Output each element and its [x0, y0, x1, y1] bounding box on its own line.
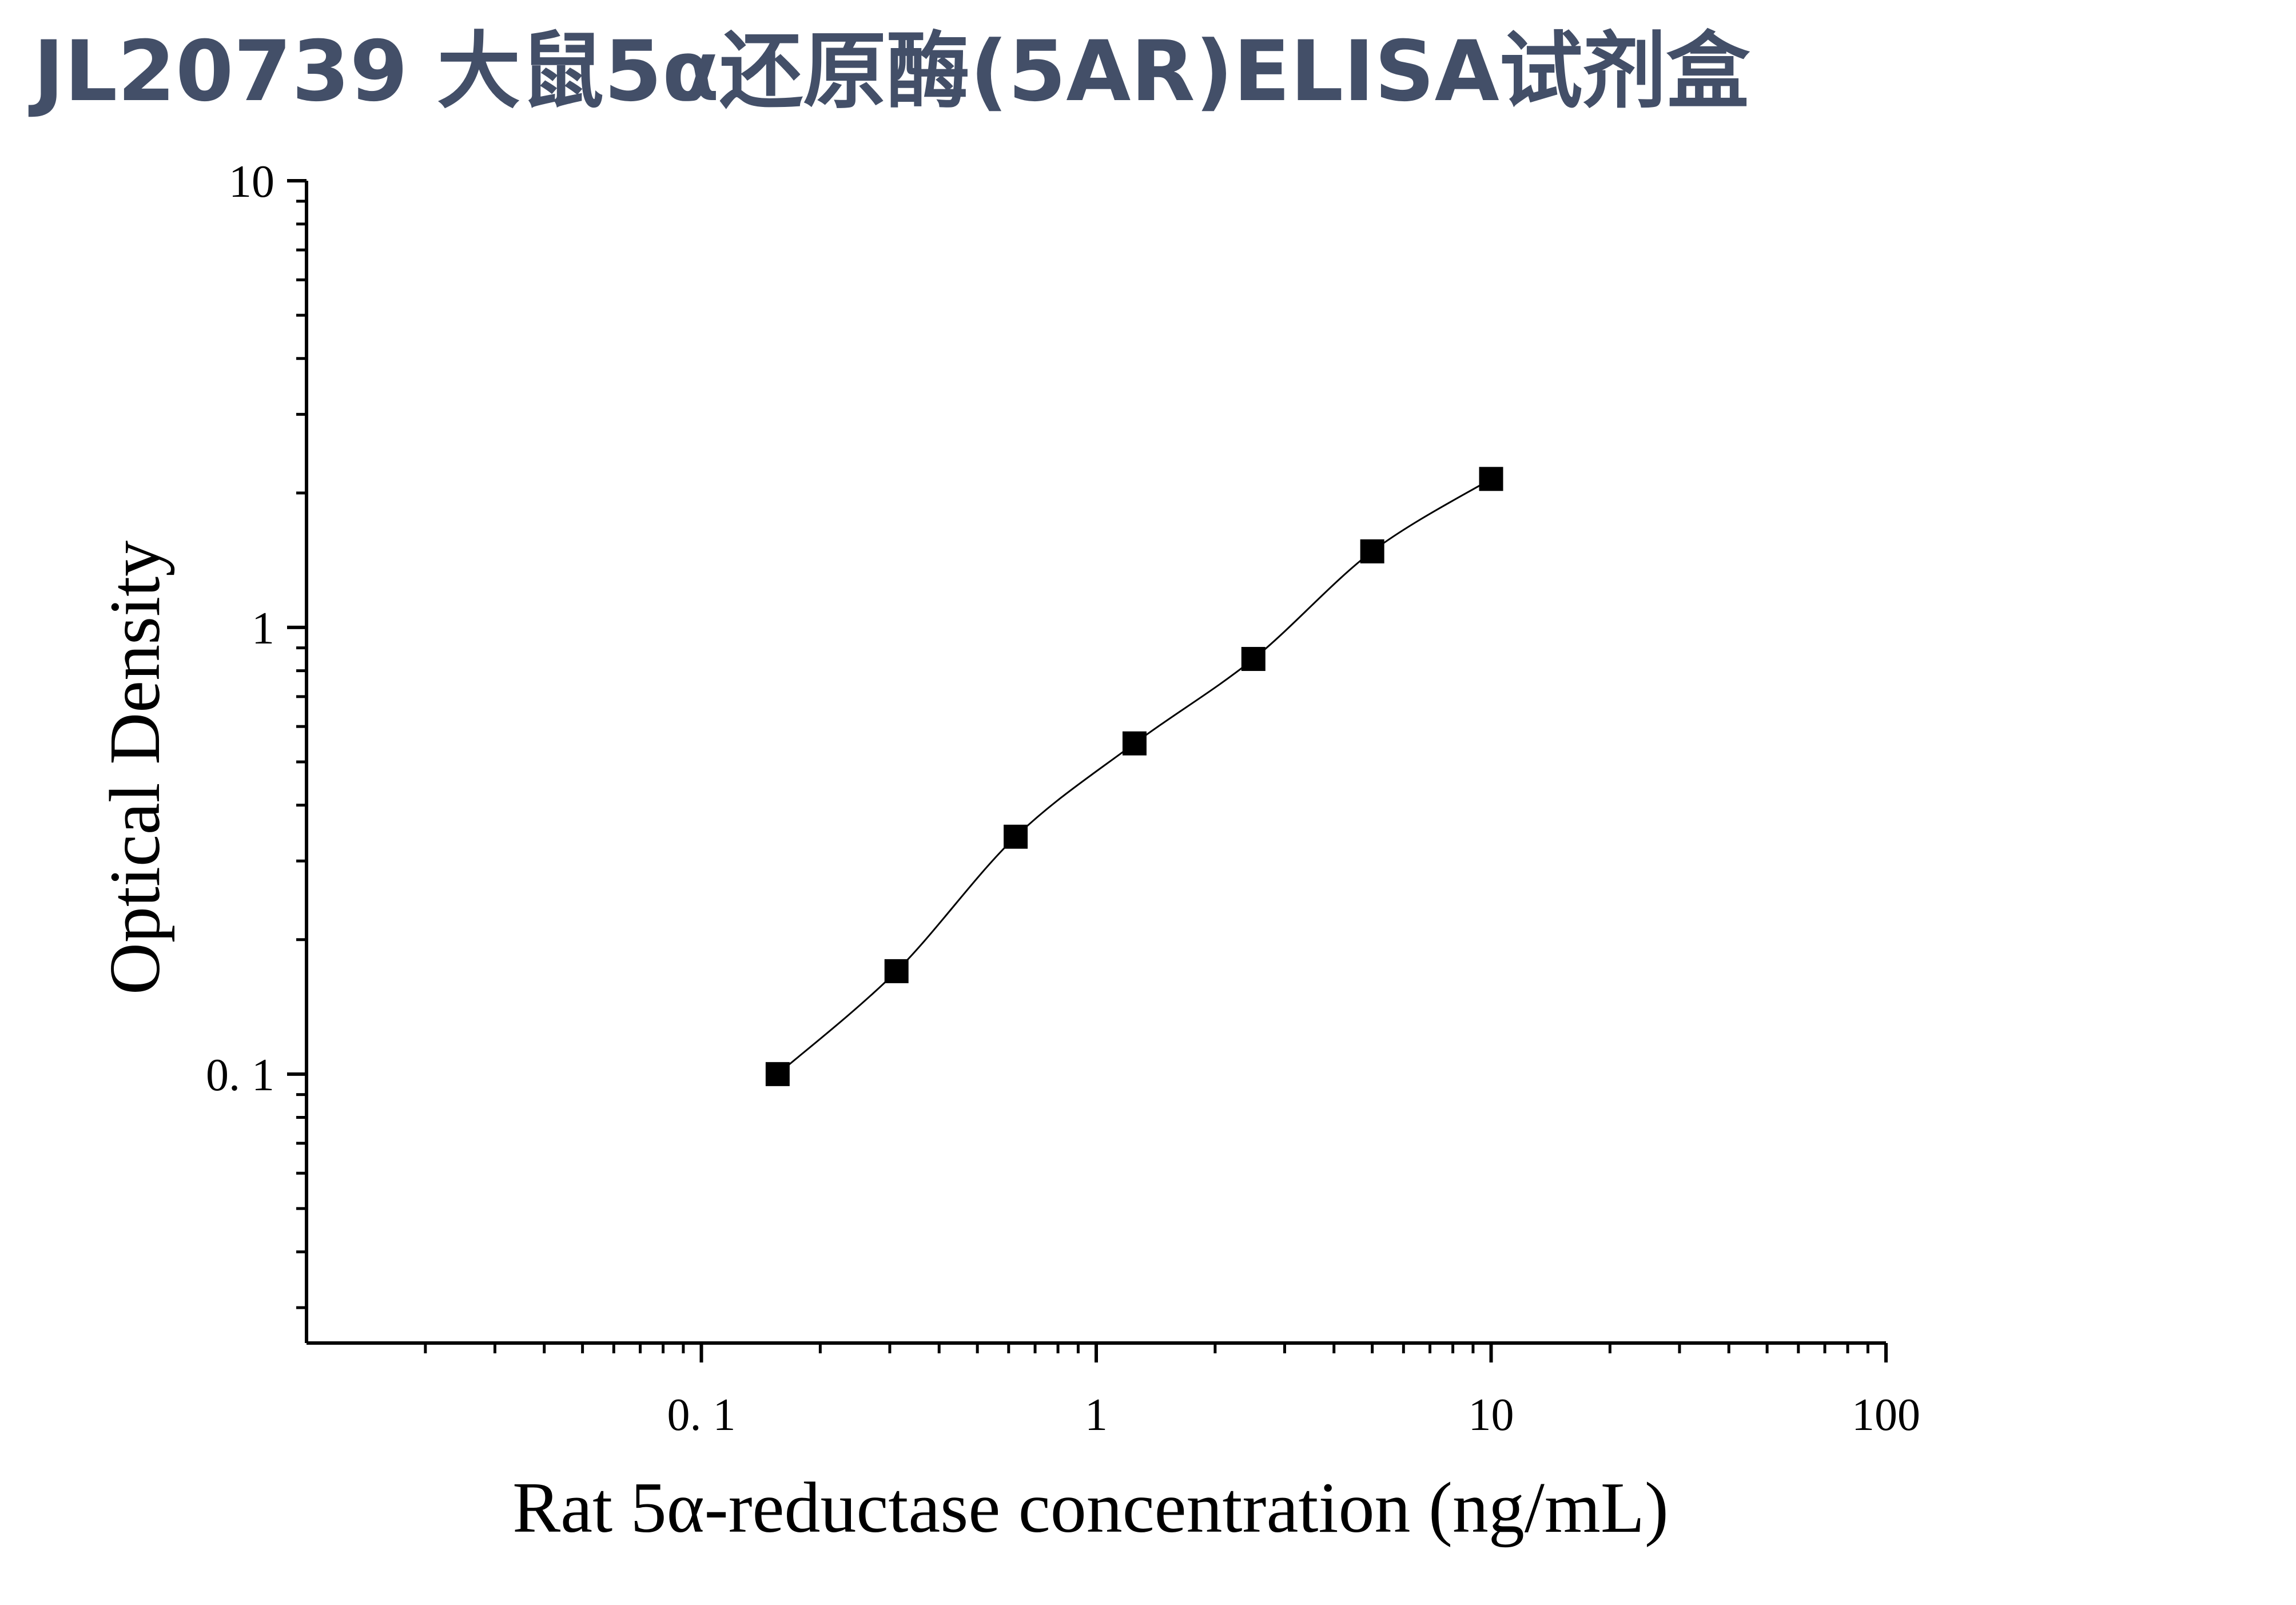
y-tick-label: 10 [229, 157, 274, 207]
data-point-marker [1479, 467, 1503, 491]
x-tick-label: 1 [1085, 1390, 1108, 1440]
data-point-marker [765, 1062, 790, 1086]
y-axis-label: Optical Density [95, 541, 175, 995]
data-point-marker [1241, 647, 1266, 672]
x-tick-label: 10 [1469, 1390, 1514, 1440]
data-point-marker [884, 959, 909, 983]
page-title: JL20739 大鼠5α还原酶(5AR)ELISA试剂盒 [33, 23, 1750, 120]
standard-curve-line [777, 478, 1492, 1075]
data-point-marker [1004, 824, 1028, 849]
x-tick-label: 0. 1 [667, 1390, 736, 1440]
x-tick-label: 100 [1852, 1390, 1920, 1440]
data-point-marker [1360, 539, 1384, 563]
x-axis-label: Rat 5α-reductase concentration (ng/mL) [512, 1468, 1669, 1548]
y-tick-label: 0. 1 [206, 1050, 274, 1101]
y-tick-label: 1 [252, 603, 274, 654]
data-point-marker [1122, 731, 1147, 756]
